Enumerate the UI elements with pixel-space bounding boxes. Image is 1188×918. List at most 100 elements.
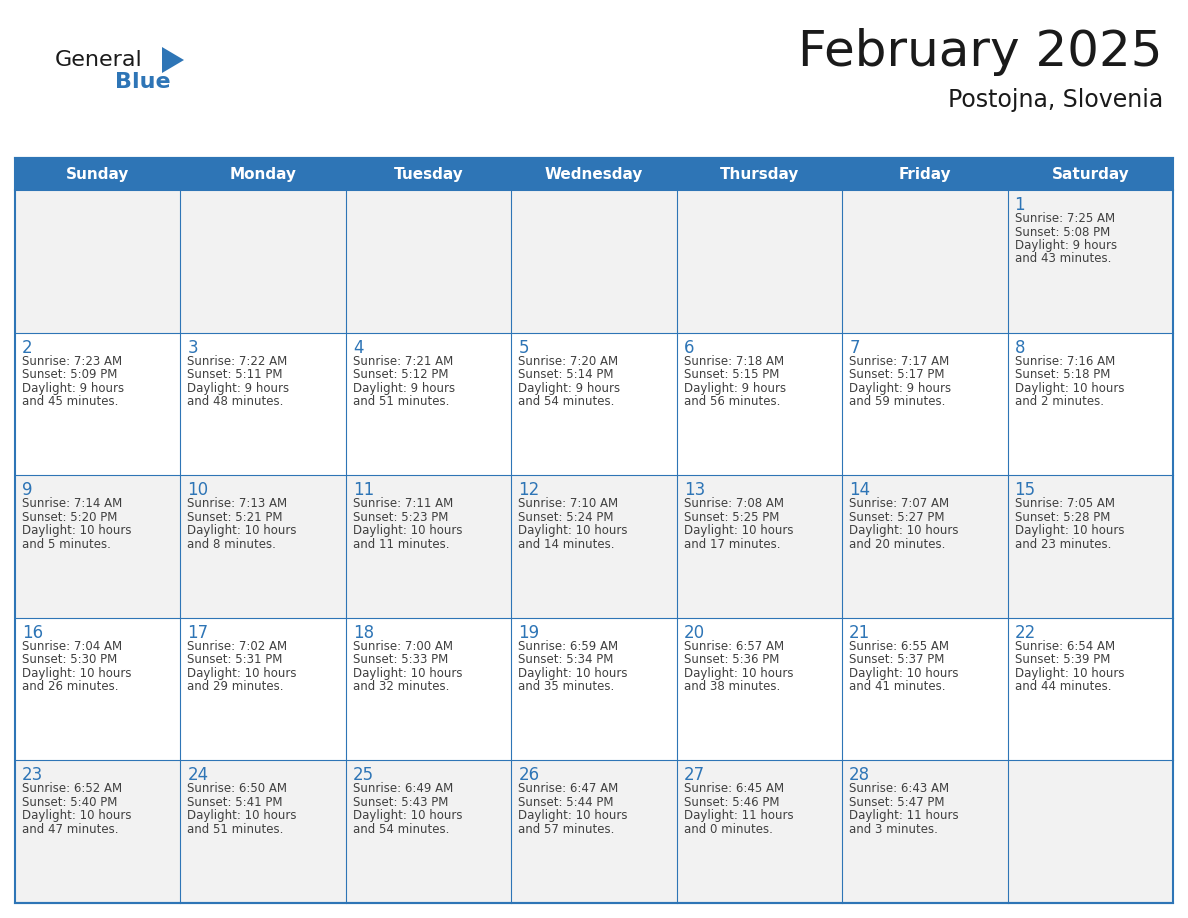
Text: and 2 minutes.: and 2 minutes.	[1015, 395, 1104, 409]
Text: Daylight: 11 hours: Daylight: 11 hours	[684, 810, 794, 823]
Text: Sunrise: 6:50 AM: Sunrise: 6:50 AM	[188, 782, 287, 795]
Text: Sunset: 5:23 PM: Sunset: 5:23 PM	[353, 510, 448, 523]
Text: Sunset: 5:27 PM: Sunset: 5:27 PM	[849, 510, 944, 523]
Text: Sunset: 5:21 PM: Sunset: 5:21 PM	[188, 510, 283, 523]
Text: Daylight: 10 hours: Daylight: 10 hours	[849, 524, 959, 537]
Text: 27: 27	[684, 767, 704, 784]
Text: Sunrise: 7:13 AM: Sunrise: 7:13 AM	[188, 498, 287, 510]
Text: Sunday: Sunday	[67, 166, 129, 182]
Text: Sunrise: 7:25 AM: Sunrise: 7:25 AM	[1015, 212, 1114, 225]
Text: 22: 22	[1015, 624, 1036, 642]
Text: Sunrise: 7:18 AM: Sunrise: 7:18 AM	[684, 354, 784, 367]
Text: Tuesday: Tuesday	[393, 166, 463, 182]
Text: Sunrise: 7:14 AM: Sunrise: 7:14 AM	[23, 498, 122, 510]
Text: and 45 minutes.: and 45 minutes.	[23, 395, 119, 409]
Text: Blue: Blue	[115, 72, 171, 92]
Text: and 51 minutes.: and 51 minutes.	[353, 395, 449, 409]
Text: Sunrise: 6:54 AM: Sunrise: 6:54 AM	[1015, 640, 1114, 653]
Text: February 2025: February 2025	[798, 28, 1163, 76]
Text: Sunset: 5:44 PM: Sunset: 5:44 PM	[518, 796, 614, 809]
Bar	[15, 158, 1173, 190]
Text: Sunset: 5:43 PM: Sunset: 5:43 PM	[353, 796, 448, 809]
Text: Sunrise: 6:43 AM: Sunrise: 6:43 AM	[849, 782, 949, 795]
Text: Sunrise: 7:22 AM: Sunrise: 7:22 AM	[188, 354, 287, 367]
Text: Sunrise: 7:11 AM: Sunrise: 7:11 AM	[353, 498, 453, 510]
Text: Sunrise: 6:57 AM: Sunrise: 6:57 AM	[684, 640, 784, 653]
Text: Sunset: 5:31 PM: Sunset: 5:31 PM	[188, 654, 283, 666]
Text: Daylight: 11 hours: Daylight: 11 hours	[849, 810, 959, 823]
Text: and 3 minutes.: and 3 minutes.	[849, 823, 939, 836]
Text: Postojna, Slovenia: Postojna, Slovenia	[948, 88, 1163, 112]
Text: Sunrise: 7:21 AM: Sunrise: 7:21 AM	[353, 354, 453, 367]
Bar	[15, 190, 1173, 332]
Text: and 56 minutes.: and 56 minutes.	[684, 395, 781, 409]
Bar	[15, 332, 1173, 476]
Text: Sunset: 5:37 PM: Sunset: 5:37 PM	[849, 654, 944, 666]
Text: Daylight: 10 hours: Daylight: 10 hours	[1015, 524, 1124, 537]
Text: and 17 minutes.: and 17 minutes.	[684, 538, 781, 551]
Text: Daylight: 10 hours: Daylight: 10 hours	[1015, 666, 1124, 680]
Text: Sunset: 5:14 PM: Sunset: 5:14 PM	[518, 368, 614, 381]
Text: General: General	[55, 50, 143, 70]
Text: Sunset: 5:08 PM: Sunset: 5:08 PM	[1015, 226, 1110, 239]
Text: Daylight: 10 hours: Daylight: 10 hours	[23, 524, 132, 537]
Text: and 47 minutes.: and 47 minutes.	[23, 823, 119, 836]
Text: Wednesday: Wednesday	[545, 166, 643, 182]
Text: Sunrise: 6:45 AM: Sunrise: 6:45 AM	[684, 782, 784, 795]
Text: Sunset: 5:20 PM: Sunset: 5:20 PM	[23, 510, 118, 523]
Text: Sunset: 5:11 PM: Sunset: 5:11 PM	[188, 368, 283, 381]
Text: and 38 minutes.: and 38 minutes.	[684, 680, 781, 693]
Text: 24: 24	[188, 767, 209, 784]
Bar	[15, 760, 1173, 903]
Text: Daylight: 10 hours: Daylight: 10 hours	[518, 810, 627, 823]
Text: Thursday: Thursday	[720, 166, 800, 182]
Text: Sunrise: 7:17 AM: Sunrise: 7:17 AM	[849, 354, 949, 367]
Text: and 54 minutes.: and 54 minutes.	[353, 823, 449, 836]
Text: 28: 28	[849, 767, 871, 784]
Text: and 8 minutes.: and 8 minutes.	[188, 538, 277, 551]
Text: Sunset: 5:30 PM: Sunset: 5:30 PM	[23, 654, 118, 666]
Text: Sunrise: 7:10 AM: Sunrise: 7:10 AM	[518, 498, 619, 510]
Text: Sunrise: 6:52 AM: Sunrise: 6:52 AM	[23, 782, 122, 795]
Text: Sunrise: 7:08 AM: Sunrise: 7:08 AM	[684, 498, 784, 510]
Text: 9: 9	[23, 481, 32, 499]
Text: and 23 minutes.: and 23 minutes.	[1015, 538, 1111, 551]
Text: and 59 minutes.: and 59 minutes.	[849, 395, 946, 409]
Text: and 57 minutes.: and 57 minutes.	[518, 823, 614, 836]
Text: and 0 minutes.: and 0 minutes.	[684, 823, 772, 836]
Text: and 35 minutes.: and 35 minutes.	[518, 680, 614, 693]
Text: Sunrise: 6:47 AM: Sunrise: 6:47 AM	[518, 782, 619, 795]
Text: and 26 minutes.: and 26 minutes.	[23, 680, 119, 693]
Text: Sunrise: 7:00 AM: Sunrise: 7:00 AM	[353, 640, 453, 653]
Text: 19: 19	[518, 624, 539, 642]
Text: 3: 3	[188, 339, 198, 356]
Text: Daylight: 9 hours: Daylight: 9 hours	[188, 382, 290, 395]
Text: 12: 12	[518, 481, 539, 499]
Text: and 44 minutes.: and 44 minutes.	[1015, 680, 1111, 693]
Text: Sunset: 5:09 PM: Sunset: 5:09 PM	[23, 368, 118, 381]
Text: Sunrise: 7:20 AM: Sunrise: 7:20 AM	[518, 354, 619, 367]
Text: Daylight: 10 hours: Daylight: 10 hours	[23, 810, 132, 823]
Text: Daylight: 10 hours: Daylight: 10 hours	[353, 666, 462, 680]
Text: 17: 17	[188, 624, 209, 642]
Text: Sunset: 5:17 PM: Sunset: 5:17 PM	[849, 368, 944, 381]
Text: 4: 4	[353, 339, 364, 356]
Text: Daylight: 9 hours: Daylight: 9 hours	[849, 382, 952, 395]
Text: Sunset: 5:46 PM: Sunset: 5:46 PM	[684, 796, 779, 809]
Text: Sunrise: 7:04 AM: Sunrise: 7:04 AM	[23, 640, 122, 653]
Text: Daylight: 10 hours: Daylight: 10 hours	[518, 524, 627, 537]
Text: 10: 10	[188, 481, 209, 499]
Text: Daylight: 10 hours: Daylight: 10 hours	[353, 524, 462, 537]
Text: 25: 25	[353, 767, 374, 784]
Text: and 14 minutes.: and 14 minutes.	[518, 538, 614, 551]
Text: 1: 1	[1015, 196, 1025, 214]
Text: 2: 2	[23, 339, 32, 356]
Text: and 29 minutes.: and 29 minutes.	[188, 680, 284, 693]
Text: Sunset: 5:39 PM: Sunset: 5:39 PM	[1015, 654, 1110, 666]
Text: 20: 20	[684, 624, 704, 642]
Text: 6: 6	[684, 339, 694, 356]
Text: Sunrise: 6:59 AM: Sunrise: 6:59 AM	[518, 640, 619, 653]
Text: and 48 minutes.: and 48 minutes.	[188, 395, 284, 409]
Text: Monday: Monday	[229, 166, 297, 182]
Text: Sunset: 5:34 PM: Sunset: 5:34 PM	[518, 654, 614, 666]
